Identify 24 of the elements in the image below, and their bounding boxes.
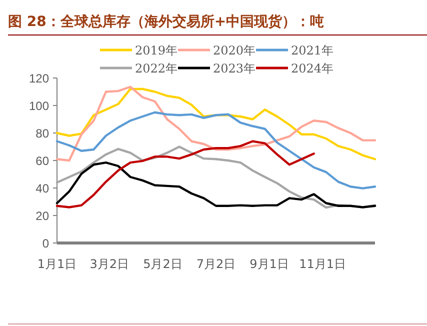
y-tick-label: 20: [36, 209, 50, 223]
legend-label: 2023年: [213, 62, 256, 76]
x-tick-label: 11月1日: [299, 257, 346, 271]
legend-label: 2022年: [135, 62, 178, 76]
legend-label: 2021年: [291, 44, 334, 58]
y-tick-label: 40: [36, 182, 50, 196]
line-series: [56, 140, 315, 208]
y-tick-label: 100: [28, 99, 50, 113]
x-tick-label: 9月1日: [250, 257, 289, 271]
x-tick-label: 5月2日: [143, 257, 182, 271]
legend-label: 2024年: [291, 62, 334, 76]
line-series: [56, 146, 376, 209]
y-tick-label: 0: [42, 236, 50, 250]
x-tick-label: 1月1日: [37, 257, 77, 271]
y-tick-label: 60: [36, 154, 50, 168]
line-series: [56, 161, 376, 208]
chart-title: 图 28：全球总库存（海外交易所+中国现货）：吨: [8, 13, 324, 30]
x-tick-label: 7月2日: [196, 257, 236, 271]
y-tick-label: 80: [36, 126, 50, 140]
y-tick-label: 120: [28, 72, 50, 86]
legend-label: 2020年: [213, 44, 256, 58]
legend-label: 2019年: [135, 44, 178, 58]
x-tick-label: 3月2日: [90, 257, 130, 271]
line-series: [56, 111, 376, 190]
